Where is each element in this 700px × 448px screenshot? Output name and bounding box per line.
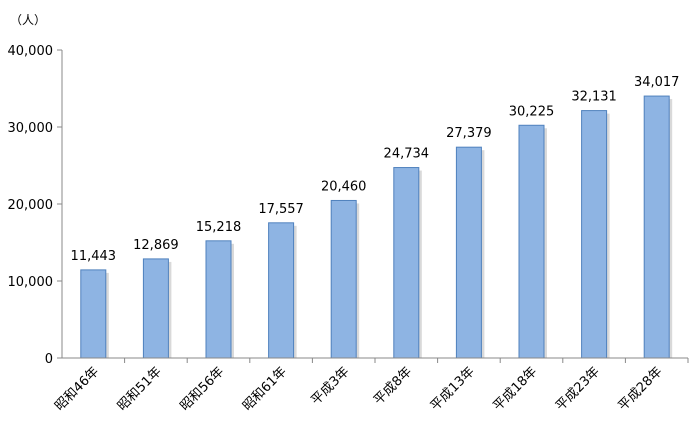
bar [330,199,357,359]
y-axis: 0 10,000 20,000 30,000 40,000 [8,44,63,367]
y-tick-label: 10,000 [8,275,54,290]
data-label: 27,379 [446,126,492,141]
x-tick-label: 平成23年 [553,364,603,414]
x-tick-label: 平成18年 [490,364,540,414]
data-label: 24,734 [384,147,430,162]
x-tick-label: 平成3年 [308,364,352,408]
y-tick-label: 0 [45,352,53,367]
y-tick-label: 20,000 [8,198,54,213]
data-label: 34,017 [634,75,680,90]
x-tick-label: 昭和46年 [52,364,102,414]
data-label: 30,225 [509,104,555,119]
bar [581,110,608,359]
x-tick-label: 平成8年 [371,364,415,408]
x-tick-label: 昭和56年 [177,364,227,414]
bar [205,240,232,359]
data-label: 12,869 [133,238,179,253]
x-axis: 昭和46年 昭和51年 昭和56年 昭和61年 平成3年 平成8年 平成13年 平成18年 平成… [52,357,689,414]
bar [393,167,420,359]
bar [455,146,482,359]
y-tick-label: 40,000 [8,44,54,59]
bar [643,95,670,359]
x-tick-label: 昭和51年 [115,364,165,414]
bar [518,124,545,359]
y-tick-label: 30,000 [8,121,54,136]
data-label: 11,443 [71,249,117,264]
data-label: 32,131 [571,90,617,105]
data-labels: 11,443 12,869 15,218 17,557 20,460 24,734 27,3… [71,75,680,264]
bar [80,269,107,359]
y-unit-label: （人） [10,13,46,27]
data-label: 17,557 [258,202,304,217]
data-label: 15,218 [196,220,242,235]
bar [268,222,295,359]
x-tick-label: 昭和61年 [240,364,290,414]
bars [80,95,673,359]
x-tick-label: 平成13年 [428,364,478,414]
bar [142,258,169,359]
data-label: 20,460 [321,179,367,194]
x-tick-label: 平成28年 [616,364,666,414]
